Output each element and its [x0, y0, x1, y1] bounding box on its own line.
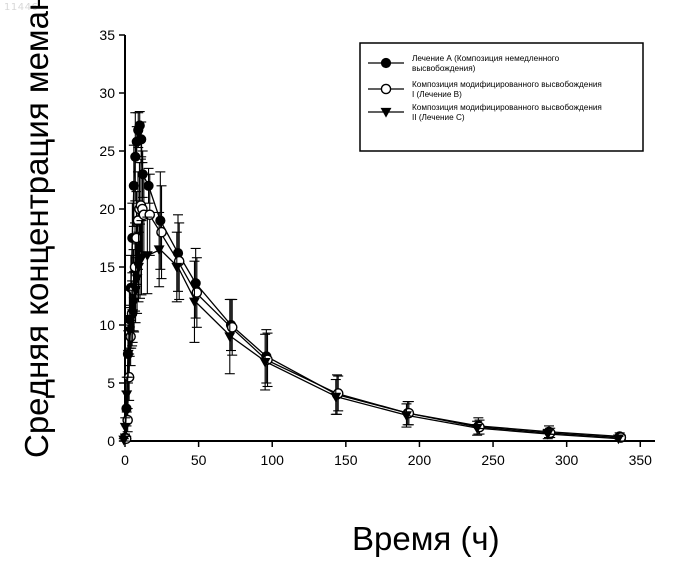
data-point	[155, 246, 164, 254]
series-line	[126, 206, 620, 439]
data-point	[131, 152, 140, 161]
y-tick-label: 30	[99, 85, 115, 101]
y-tick-label: 5	[107, 375, 115, 391]
data-point	[121, 423, 130, 431]
data-point	[190, 298, 199, 306]
y-tick-label: 10	[99, 317, 115, 333]
x-tick-label: 250	[481, 452, 505, 468]
data-point	[122, 391, 131, 399]
data-point	[135, 121, 144, 130]
data-point	[156, 216, 165, 225]
x-tick-label: 0	[121, 452, 129, 468]
y-tick-label: 25	[99, 143, 115, 159]
x-tick-label: 150	[334, 452, 358, 468]
series-1	[120, 112, 625, 443]
legend: Лечение А (Композиция немедленноговысвоб…	[360, 43, 643, 151]
data-point	[228, 323, 237, 332]
data-point	[129, 181, 138, 190]
y-tick-label: 35	[99, 27, 115, 43]
series-line	[124, 250, 620, 440]
x-tick-label: 300	[555, 452, 579, 468]
data-point	[381, 58, 390, 67]
data-point	[144, 181, 153, 190]
plot-area	[119, 112, 626, 445]
x-tick-label: 50	[191, 452, 207, 468]
y-axis-title: Средняя концентрация мемантина в плазме …	[18, 0, 56, 458]
x-tick-label: 200	[408, 452, 432, 468]
data-point	[192, 288, 201, 297]
data-point	[157, 228, 166, 237]
y-tick-label: 0	[107, 433, 115, 449]
data-point	[137, 135, 146, 144]
data-point	[225, 333, 234, 341]
x-tick-label: 350	[629, 452, 653, 468]
data-point	[145, 210, 154, 219]
series-3	[119, 212, 624, 444]
x-tick-label: 100	[261, 452, 285, 468]
y-tick-label: 15	[99, 259, 115, 275]
x-axis-title: Время (ч)	[352, 520, 500, 558]
y-tick-label: 20	[99, 201, 115, 217]
data-point	[381, 84, 390, 93]
